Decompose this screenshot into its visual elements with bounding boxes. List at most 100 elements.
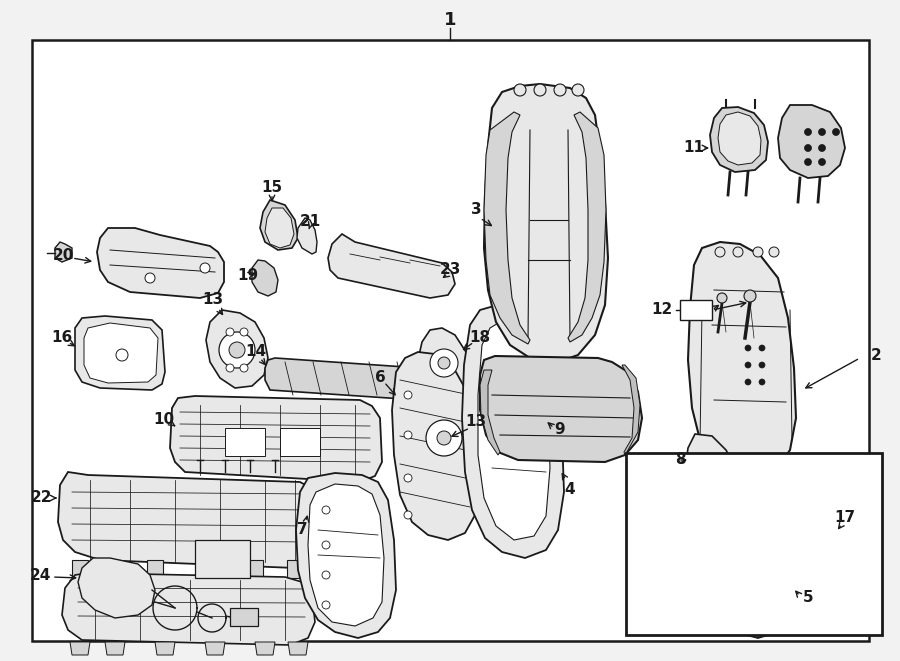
Polygon shape bbox=[792, 506, 838, 572]
Circle shape bbox=[322, 541, 330, 549]
Circle shape bbox=[745, 518, 751, 522]
Polygon shape bbox=[252, 260, 278, 296]
Bar bbox=[626, 453, 882, 635]
Circle shape bbox=[759, 362, 765, 368]
Circle shape bbox=[572, 84, 584, 96]
Polygon shape bbox=[206, 310, 268, 388]
Circle shape bbox=[760, 502, 764, 508]
Text: 15: 15 bbox=[261, 180, 283, 196]
Text: 2: 2 bbox=[870, 348, 881, 362]
Polygon shape bbox=[72, 560, 88, 578]
Circle shape bbox=[240, 328, 248, 336]
Bar bbox=[225, 428, 265, 456]
Circle shape bbox=[805, 145, 812, 151]
Text: 18: 18 bbox=[470, 330, 490, 346]
Circle shape bbox=[219, 332, 255, 368]
Circle shape bbox=[240, 364, 248, 372]
Text: 21: 21 bbox=[300, 215, 320, 229]
Polygon shape bbox=[416, 400, 470, 472]
Circle shape bbox=[818, 128, 825, 136]
Polygon shape bbox=[710, 107, 768, 172]
Circle shape bbox=[832, 128, 840, 136]
Text: 20: 20 bbox=[52, 247, 74, 262]
Polygon shape bbox=[418, 328, 468, 395]
Polygon shape bbox=[718, 112, 761, 165]
Polygon shape bbox=[392, 352, 478, 540]
Polygon shape bbox=[84, 323, 158, 383]
Text: 13: 13 bbox=[202, 293, 223, 307]
Polygon shape bbox=[778, 105, 845, 178]
Circle shape bbox=[404, 391, 412, 399]
Text: 3: 3 bbox=[471, 202, 482, 217]
Circle shape bbox=[226, 328, 234, 336]
Circle shape bbox=[438, 357, 450, 369]
Polygon shape bbox=[685, 434, 738, 508]
Circle shape bbox=[145, 273, 155, 283]
Text: 13: 13 bbox=[465, 414, 487, 430]
Text: 17: 17 bbox=[834, 510, 856, 525]
Circle shape bbox=[514, 84, 526, 96]
Polygon shape bbox=[688, 242, 796, 478]
Polygon shape bbox=[288, 642, 308, 655]
Circle shape bbox=[715, 247, 725, 257]
Circle shape bbox=[322, 506, 330, 514]
Text: 10: 10 bbox=[153, 412, 175, 428]
Polygon shape bbox=[55, 242, 72, 262]
Text: 8: 8 bbox=[675, 453, 685, 467]
Polygon shape bbox=[287, 560, 303, 578]
Circle shape bbox=[404, 511, 412, 519]
Circle shape bbox=[430, 349, 458, 377]
Circle shape bbox=[229, 342, 245, 358]
Polygon shape bbox=[296, 473, 396, 638]
Polygon shape bbox=[62, 573, 315, 645]
Polygon shape bbox=[484, 84, 608, 363]
Circle shape bbox=[745, 502, 751, 508]
Text: 1: 1 bbox=[444, 11, 456, 29]
Circle shape bbox=[733, 247, 743, 257]
Circle shape bbox=[760, 518, 764, 522]
Circle shape bbox=[745, 379, 751, 385]
Circle shape bbox=[534, 84, 546, 96]
Polygon shape bbox=[478, 322, 550, 540]
Circle shape bbox=[805, 128, 812, 136]
Polygon shape bbox=[147, 560, 163, 578]
Polygon shape bbox=[105, 642, 125, 655]
Circle shape bbox=[818, 145, 825, 151]
Circle shape bbox=[744, 290, 756, 302]
Polygon shape bbox=[260, 200, 298, 250]
Circle shape bbox=[818, 159, 825, 165]
Text: 9: 9 bbox=[554, 422, 565, 438]
Polygon shape bbox=[170, 396, 382, 482]
Polygon shape bbox=[705, 506, 795, 638]
Polygon shape bbox=[197, 560, 213, 578]
Circle shape bbox=[745, 345, 751, 351]
Bar bbox=[680, 300, 712, 320]
Polygon shape bbox=[297, 218, 317, 254]
Text: 19: 19 bbox=[238, 268, 258, 282]
Circle shape bbox=[769, 247, 779, 257]
Polygon shape bbox=[308, 484, 384, 626]
Circle shape bbox=[116, 349, 128, 361]
Polygon shape bbox=[462, 306, 564, 558]
Circle shape bbox=[322, 571, 330, 579]
Text: 24: 24 bbox=[30, 568, 50, 582]
Polygon shape bbox=[102, 560, 118, 578]
Polygon shape bbox=[155, 642, 175, 655]
Polygon shape bbox=[328, 234, 455, 298]
Circle shape bbox=[226, 364, 234, 372]
Polygon shape bbox=[484, 112, 530, 344]
Text: 4: 4 bbox=[564, 483, 575, 498]
Circle shape bbox=[554, 84, 566, 96]
Polygon shape bbox=[78, 558, 155, 618]
Polygon shape bbox=[75, 316, 165, 390]
Bar bbox=[280, 428, 320, 456]
Polygon shape bbox=[255, 642, 275, 655]
Polygon shape bbox=[205, 642, 225, 655]
Circle shape bbox=[745, 362, 751, 368]
Text: 23: 23 bbox=[439, 262, 461, 278]
Polygon shape bbox=[247, 560, 263, 578]
Circle shape bbox=[753, 247, 763, 257]
Polygon shape bbox=[58, 472, 325, 568]
Polygon shape bbox=[265, 208, 294, 248]
Polygon shape bbox=[97, 228, 224, 298]
